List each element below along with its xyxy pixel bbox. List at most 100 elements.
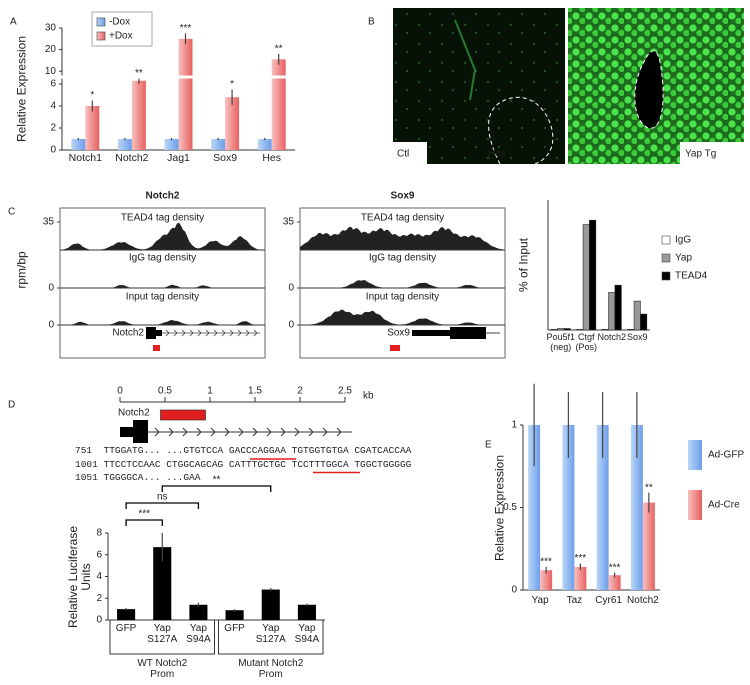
- bar: [117, 609, 136, 620]
- x-tick-label: 0.5: [158, 386, 172, 397]
- y-axis-label: % of Input: [516, 237, 531, 293]
- bar: [633, 300, 641, 331]
- x-tick-label: Yap S94A: [294, 623, 320, 645]
- legend-swatch: [661, 235, 671, 245]
- significance: ***: [540, 557, 552, 568]
- x-tick-label: 2.5: [338, 386, 352, 397]
- bar: [574, 566, 587, 590]
- axis-break: [58, 75, 297, 79]
- panel-letter: A: [10, 17, 17, 28]
- legend-label: +Dox: [109, 31, 133, 42]
- x-tick-label: Notch2: [597, 332, 627, 342]
- x-tick-label: Sox9: [213, 152, 238, 164]
- micrograph-fiber: [454, 19, 477, 101]
- locus-box: [59, 207, 266, 359]
- x-tick-label: GFP: [224, 623, 245, 634]
- y-tick-label: 0: [288, 320, 294, 331]
- y-tick-label: 30: [45, 23, 57, 34]
- bar: [153, 547, 172, 620]
- exon: [146, 327, 156, 339]
- significance: *: [90, 90, 94, 101]
- locus-title: Notch2: [146, 191, 180, 202]
- density-track: [300, 280, 505, 288]
- bar: [640, 313, 648, 331]
- gene-label: Sox9: [387, 328, 410, 339]
- significance: ***: [180, 23, 192, 34]
- legend-swatch: [96, 17, 106, 27]
- group-bracket: [109, 620, 215, 655]
- group-label: Mutant Notch2 Prom: [238, 658, 304, 680]
- x-tick-label: 0: [117, 386, 123, 397]
- bar: [601, 328, 609, 331]
- significance: *: [230, 79, 234, 90]
- x-tick-label: Yap S127A: [147, 623, 178, 645]
- y-axis-label: Relative Expression: [492, 454, 507, 561]
- comparison-label: ns: [157, 492, 168, 503]
- sequence-line: 1051 TGGGGCA... ...GAA: [75, 472, 201, 483]
- binding-site: [153, 345, 160, 351]
- x-tick-label: Pou5f1 (neg): [546, 332, 576, 352]
- legend-swatch: [661, 271, 671, 281]
- x-tick-label: 2: [297, 386, 303, 397]
- x-tick-label: Notch2: [627, 595, 659, 606]
- bar: [131, 80, 146, 150]
- comparison-label: ***: [138, 509, 150, 520]
- x-tick-label: Yap S94A: [186, 623, 211, 645]
- y-tick-label: 35: [283, 217, 295, 228]
- exon: [156, 330, 162, 336]
- track-label: Input tag density: [126, 292, 199, 303]
- legend-label: TEAD4: [675, 271, 708, 282]
- caption-box: [393, 142, 427, 164]
- legend-swatch: [96, 31, 106, 41]
- intron: [162, 329, 260, 337]
- track-label: IgG tag density: [129, 253, 196, 264]
- density-track: [60, 222, 265, 250]
- bar: [582, 224, 590, 331]
- group-bracket: [218, 620, 324, 655]
- density-track: [300, 309, 505, 325]
- y-tick-label: 0: [48, 320, 54, 331]
- legend-swatch: [661, 253, 671, 263]
- legend-box: [91, 11, 153, 47]
- track-label: IgG tag density: [369, 253, 436, 264]
- bar: [563, 328, 571, 331]
- track-label: TEAD4 tag density: [361, 213, 444, 224]
- caption: Ctl: [397, 149, 409, 160]
- legend-label: -Dox: [109, 17, 130, 28]
- intron: [148, 427, 352, 437]
- bar: [261, 589, 280, 620]
- micrograph-ctl: [393, 8, 565, 164]
- bar: [608, 292, 616, 331]
- panel-letter: B: [368, 17, 375, 28]
- y-tick-label: 6: [96, 549, 102, 560]
- y-tick-label: 8: [96, 528, 102, 539]
- y-tick-label: 2: [50, 123, 56, 134]
- locus-box: [299, 207, 506, 359]
- region: [160, 409, 206, 421]
- legend-label: Ad-GFP: [708, 450, 744, 461]
- x-tick-label: Taz: [566, 595, 583, 606]
- y-tick-label: 2: [96, 593, 102, 604]
- x-tick-label: 1: [207, 386, 213, 397]
- legend-label: Yap: [675, 253, 692, 264]
- significance: ***: [609, 562, 621, 573]
- x-tick-label: Yap: [531, 595, 549, 606]
- y-axis-label: Relative Expression: [14, 35, 29, 143]
- exon: [412, 330, 450, 336]
- panel-letter: C: [8, 207, 15, 218]
- comparison-bracket: [125, 502, 200, 509]
- bar: [528, 425, 541, 590]
- bar: [225, 97, 240, 150]
- stain-label: Hes: [488, 149, 506, 160]
- exon: [133, 420, 148, 443]
- bar: [576, 328, 584, 331]
- bar: [164, 139, 179, 150]
- track-label: Input tag density: [366, 292, 439, 303]
- bar: [85, 106, 100, 150]
- x-tick-label: Sox9: [626, 332, 648, 342]
- x-tick-label: Cyr61: [595, 595, 622, 606]
- y-tick-label: 0: [50, 145, 56, 156]
- density-track: [300, 226, 505, 250]
